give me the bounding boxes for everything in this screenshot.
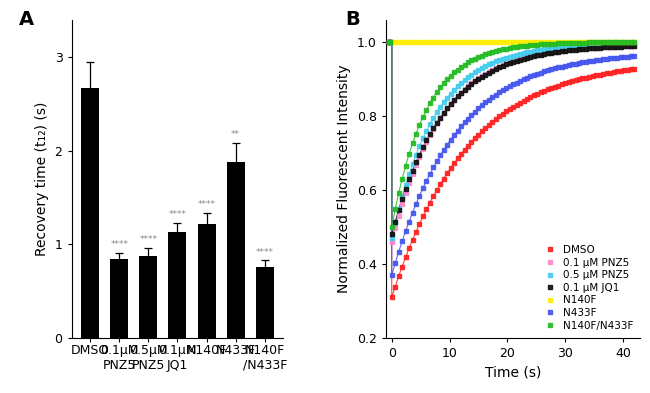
Text: A: A (18, 10, 34, 29)
Line: 0.1 μM PNZ5: 0.1 μM PNZ5 (387, 40, 391, 43)
N140F (386, 40, 394, 44)
Text: ****: **** (139, 235, 157, 244)
Text: ****: **** (168, 210, 187, 219)
Text: ****: **** (198, 200, 216, 209)
Line: N140F/N433F: N140F/N433F (387, 40, 391, 43)
DMSO (385, 40, 393, 44)
Bar (255, 267, 274, 338)
0.5 μM PNZ5 (386, 40, 394, 44)
Bar (81, 88, 99, 338)
Line: DMSO: DMSO (387, 40, 391, 43)
Text: ****: **** (111, 240, 128, 249)
Bar (139, 255, 157, 338)
Line: N140F: N140F (387, 40, 391, 43)
Text: B: B (345, 10, 360, 29)
N140F (385, 40, 393, 44)
Bar (111, 259, 128, 338)
N140F/N433F (385, 40, 393, 44)
0.1 μM JQ1 (386, 40, 394, 44)
DMSO (386, 40, 394, 44)
Line: N433F: N433F (387, 40, 391, 43)
Bar (168, 232, 187, 338)
0.5 μM PNZ5 (385, 40, 393, 44)
Line: 0.5 μM PNZ5: 0.5 μM PNZ5 (387, 40, 391, 43)
Legend: DMSO, 0.1 μM PNZ5, 0.5 μM PNZ5, 0.1 μM JQ1, N140F, N433F, N140F/N433F: DMSO, 0.1 μM PNZ5, 0.5 μM PNZ5, 0.1 μM J… (540, 243, 635, 333)
Line: 0.1 μM JQ1: 0.1 μM JQ1 (387, 40, 391, 43)
N140F/N433F (386, 40, 394, 44)
0.1 μM PNZ5 (385, 40, 393, 44)
N433F (385, 40, 393, 44)
Y-axis label: Recovery time (t₁₂) (s): Recovery time (t₁₂) (s) (35, 102, 49, 256)
Text: **: ** (231, 130, 240, 140)
Y-axis label: Normalized Fluorescent Intensity: Normalized Fluorescent Intensity (337, 64, 352, 293)
0.1 μM PNZ5 (386, 40, 394, 44)
X-axis label: Time (s): Time (s) (485, 365, 541, 380)
0.1 μM JQ1 (385, 40, 393, 44)
Bar (227, 162, 244, 338)
Bar (198, 224, 216, 338)
N433F (386, 40, 394, 44)
Text: ****: **** (255, 248, 274, 257)
